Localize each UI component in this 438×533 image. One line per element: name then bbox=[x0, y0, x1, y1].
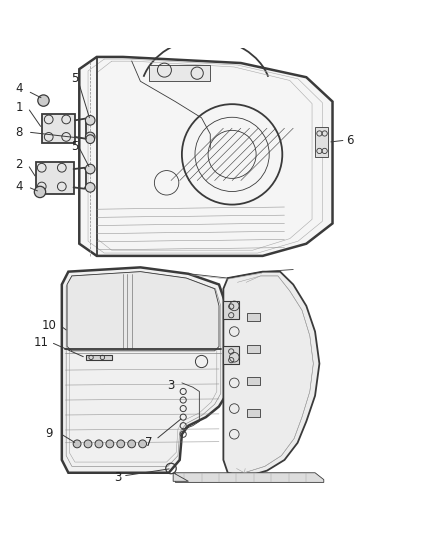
Circle shape bbox=[139, 440, 147, 448]
Circle shape bbox=[85, 183, 95, 192]
Circle shape bbox=[85, 164, 95, 174]
Circle shape bbox=[85, 132, 95, 142]
Polygon shape bbox=[67, 272, 219, 351]
Text: 5: 5 bbox=[71, 140, 78, 153]
Circle shape bbox=[95, 440, 103, 448]
Polygon shape bbox=[247, 345, 261, 353]
Polygon shape bbox=[42, 114, 75, 143]
Circle shape bbox=[106, 440, 114, 448]
Polygon shape bbox=[62, 268, 226, 473]
Circle shape bbox=[38, 95, 49, 106]
Polygon shape bbox=[315, 127, 328, 157]
Circle shape bbox=[117, 440, 125, 448]
Text: 7: 7 bbox=[145, 437, 153, 449]
Text: 4: 4 bbox=[15, 82, 23, 95]
Circle shape bbox=[86, 135, 95, 143]
Circle shape bbox=[128, 440, 136, 448]
Circle shape bbox=[84, 440, 92, 448]
Text: 8: 8 bbox=[15, 126, 23, 139]
Text: 5: 5 bbox=[71, 72, 78, 85]
Circle shape bbox=[34, 186, 46, 198]
Text: 11: 11 bbox=[33, 336, 48, 349]
Polygon shape bbox=[247, 313, 261, 321]
Polygon shape bbox=[247, 377, 261, 385]
Text: 1: 1 bbox=[15, 101, 23, 114]
Circle shape bbox=[85, 116, 95, 125]
Polygon shape bbox=[86, 355, 112, 360]
Polygon shape bbox=[36, 163, 74, 194]
Text: 6: 6 bbox=[346, 134, 354, 147]
Polygon shape bbox=[223, 346, 239, 364]
Text: 3: 3 bbox=[114, 471, 121, 483]
Text: 9: 9 bbox=[45, 427, 53, 440]
Polygon shape bbox=[79, 57, 332, 256]
Text: 10: 10 bbox=[42, 319, 57, 332]
Polygon shape bbox=[223, 272, 319, 477]
Polygon shape bbox=[149, 65, 210, 82]
Text: 3: 3 bbox=[167, 378, 175, 392]
Polygon shape bbox=[175, 473, 324, 482]
Polygon shape bbox=[173, 473, 188, 481]
Circle shape bbox=[73, 440, 81, 448]
Text: 2: 2 bbox=[15, 158, 23, 171]
Text: 4: 4 bbox=[15, 180, 23, 193]
Polygon shape bbox=[223, 301, 239, 319]
Polygon shape bbox=[247, 409, 261, 417]
